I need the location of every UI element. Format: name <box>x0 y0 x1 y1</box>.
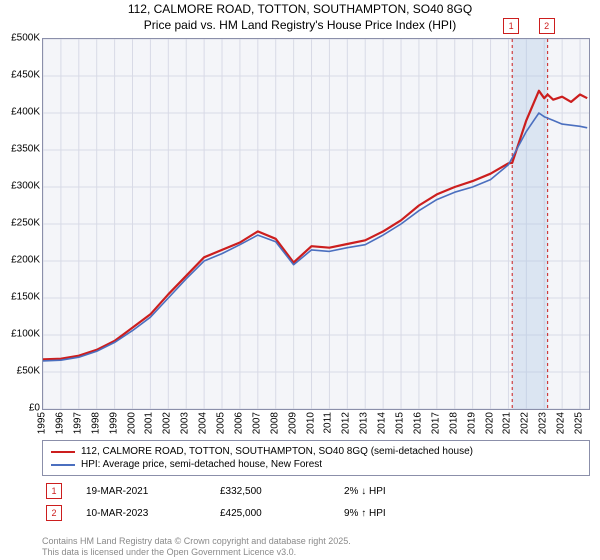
y-tick-label: £450K <box>0 70 40 81</box>
y-tick-label: £50K <box>0 366 40 377</box>
x-tick-label: 2002 <box>162 412 173 434</box>
marker-table: 1 19-MAR-2021 £332,500 2% ↓ HPI 2 10-MAR-2023… <box>42 480 590 524</box>
x-tick-label: 2008 <box>269 412 280 434</box>
x-tick-label: 2014 <box>377 412 388 434</box>
y-tick-label: £0 <box>0 403 40 414</box>
marker-price: £425,000 <box>220 508 320 519</box>
plot-area <box>42 38 590 410</box>
marker-id-box: 1 <box>46 483 62 499</box>
footnote-line2: This data is licensed under the Open Gov… <box>42 547 351 558</box>
marker-row: 1 19-MAR-2021 £332,500 2% ↓ HPI <box>42 480 590 502</box>
marker-date: 19-MAR-2021 <box>86 486 196 497</box>
y-tick-label: £400K <box>0 107 40 118</box>
x-tick-label: 2023 <box>538 412 549 434</box>
x-tick-label: 2022 <box>520 412 531 434</box>
marker-id-box: 2 <box>46 505 62 521</box>
legend-item-property: 112, CALMORE ROAD, TOTTON, SOUTHAMPTON, … <box>51 445 581 458</box>
y-tick-label: £350K <box>0 144 40 155</box>
legend-label-property: 112, CALMORE ROAD, TOTTON, SOUTHAMPTON, … <box>81 446 473 457</box>
marker-flag-2: 2 <box>539 18 555 34</box>
x-tick-label: 2003 <box>180 412 191 434</box>
x-tick-label: 2019 <box>466 412 477 434</box>
x-tick-label: 2012 <box>341 412 352 434</box>
x-tick-label: 2006 <box>233 412 244 434</box>
x-tick-label: 2007 <box>251 412 262 434</box>
x-tick-label: 2013 <box>359 412 370 434</box>
marker-date: 10-MAR-2023 <box>86 508 196 519</box>
plot-svg <box>43 39 589 409</box>
x-tick-label: 2015 <box>395 412 406 434</box>
x-tick-label: 1999 <box>108 412 119 434</box>
x-tick-label: 1995 <box>37 412 48 434</box>
x-tick-label: 2010 <box>305 412 316 434</box>
marker-row: 2 10-MAR-2023 £425,000 9% ↑ HPI <box>42 502 590 524</box>
legend-swatch-property <box>51 451 75 453</box>
x-tick-label: 2025 <box>574 412 585 434</box>
legend-swatch-hpi <box>51 464 75 466</box>
legend-item-hpi: HPI: Average price, semi-detached house,… <box>51 458 581 471</box>
x-tick-label: 2024 <box>556 412 567 434</box>
chart-container: 112, CALMORE ROAD, TOTTON, SOUTHAMPTON, … <box>0 0 600 560</box>
title-line1: 112, CALMORE ROAD, TOTTON, SOUTHAMPTON, … <box>0 2 600 18</box>
y-tick-label: £250K <box>0 218 40 229</box>
x-tick-label: 2001 <box>144 412 155 434</box>
x-tick-label: 1998 <box>90 412 101 434</box>
legend: 112, CALMORE ROAD, TOTTON, SOUTHAMPTON, … <box>42 440 590 476</box>
footnote-line1: Contains HM Land Registry data © Crown c… <box>42 536 351 547</box>
x-tick-label: 2021 <box>502 412 513 434</box>
x-tick-label: 2011 <box>323 412 334 434</box>
marker-delta: 2% ↓ HPI <box>344 486 454 497</box>
y-tick-label: £150K <box>0 292 40 303</box>
x-tick-label: 2009 <box>287 412 298 434</box>
x-tick-label: 2020 <box>484 412 495 434</box>
marker-delta: 9% ↑ HPI <box>344 508 454 519</box>
y-tick-label: £200K <box>0 255 40 266</box>
y-tick-label: £300K <box>0 181 40 192</box>
legend-label-hpi: HPI: Average price, semi-detached house,… <box>81 459 322 470</box>
x-tick-label: 2005 <box>216 412 227 434</box>
x-tick-label: 2017 <box>430 412 441 434</box>
x-tick-label: 2018 <box>448 412 459 434</box>
footnote: Contains HM Land Registry data © Crown c… <box>42 536 351 558</box>
y-tick-label: £100K <box>0 329 40 340</box>
x-tick-label: 1996 <box>54 412 65 434</box>
y-tick-label: £500K <box>0 33 40 44</box>
marker-price: £332,500 <box>220 486 320 497</box>
x-tick-label: 2016 <box>412 412 423 434</box>
x-tick-label: 2004 <box>198 412 209 434</box>
x-tick-label: 2000 <box>126 412 137 434</box>
marker-flag-1: 1 <box>503 18 519 34</box>
x-tick-label: 1997 <box>72 412 83 434</box>
